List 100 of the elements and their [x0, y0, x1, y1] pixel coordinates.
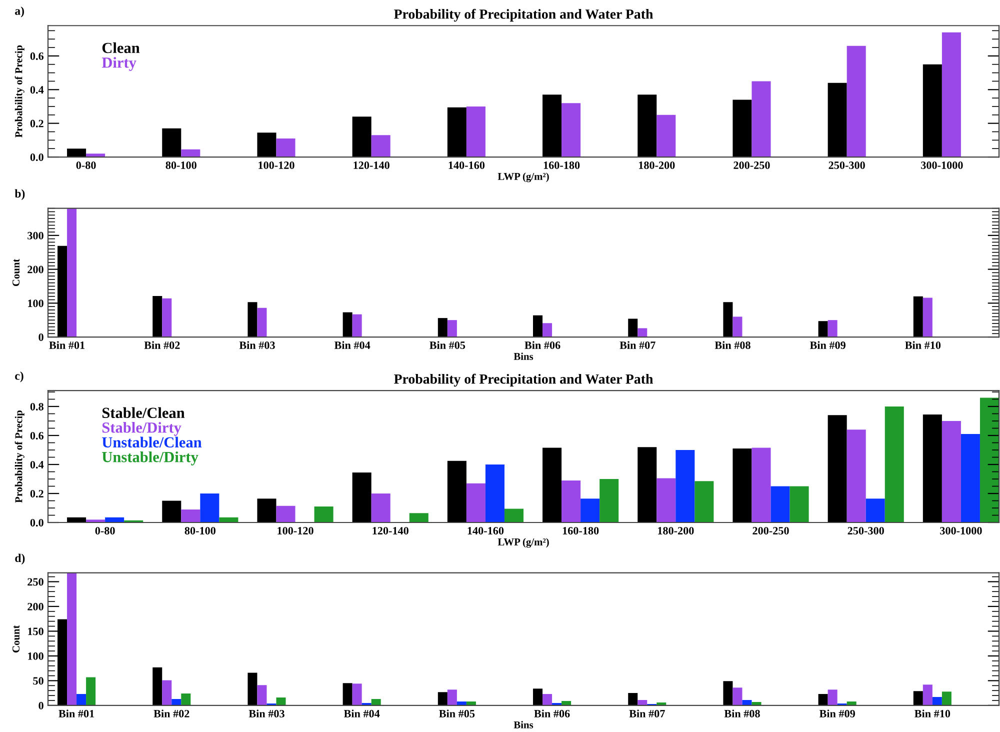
- bar: [600, 478, 619, 522]
- bar: [752, 448, 771, 522]
- x-tick-label: Bin #08: [714, 341, 750, 349]
- y-tick-label: 100: [28, 300, 44, 308]
- x-tick-label: 300-1000: [921, 162, 963, 169]
- bar: [409, 513, 428, 522]
- x-tick-label: Bin #08: [724, 710, 760, 718]
- x-tick-label: 200-250: [734, 162, 770, 169]
- bar: [276, 698, 286, 706]
- bar: [342, 312, 352, 338]
- bar: [922, 414, 942, 522]
- y-tick-label: 100: [28, 652, 44, 660]
- x-tick-label: 180-200: [639, 162, 675, 169]
- y-tick-label: 0: [38, 702, 44, 710]
- y-tick-label: 0.2: [30, 120, 44, 128]
- bar: [352, 472, 372, 522]
- bar: [200, 493, 220, 522]
- bar: [314, 506, 334, 522]
- bar: [86, 677, 96, 706]
- text: b): [14, 189, 25, 200]
- bar: [257, 308, 267, 338]
- y-tick-label: 0.6: [30, 52, 44, 60]
- bar: [152, 667, 162, 706]
- y-tick-label: 0.4: [30, 86, 44, 94]
- bar: [371, 698, 381, 706]
- bar: [866, 498, 885, 522]
- bar: [562, 700, 572, 706]
- bar: [342, 683, 352, 706]
- y-tick-label: 200: [28, 266, 44, 274]
- x-tick-label: Bin #10: [914, 710, 950, 718]
- bar: [257, 498, 276, 522]
- bar: [162, 500, 182, 522]
- bar: [466, 483, 486, 522]
- bar: [504, 508, 524, 522]
- bar: [485, 464, 504, 522]
- bar: [438, 318, 448, 338]
- bar: [181, 694, 191, 706]
- bar: [248, 302, 258, 338]
- bar: [676, 450, 695, 522]
- bar: [732, 100, 752, 158]
- bar: [922, 64, 942, 158]
- bar: [542, 448, 562, 522]
- bar: [628, 318, 638, 338]
- bar: [884, 406, 904, 522]
- x-tick-label: 120-140: [354, 162, 390, 169]
- x-tick-label: 0-80: [95, 526, 115, 534]
- x-tick-label: Bin #04: [344, 710, 380, 718]
- bar: [723, 681, 733, 706]
- bar: [932, 697, 942, 706]
- x-tick-label: Bin #07: [629, 710, 665, 718]
- bar: [542, 323, 552, 338]
- x-axis-title: LWP (g/m²): [498, 172, 549, 182]
- bar: [172, 698, 182, 706]
- y-tick-label: 0.2: [30, 490, 44, 498]
- x-tick-label: Bin #07: [620, 341, 656, 349]
- bar: [67, 572, 77, 706]
- x-tick-label: 100-120: [258, 162, 294, 169]
- bar: [276, 506, 296, 522]
- text: Clean: [102, 42, 140, 54]
- x-tick-label: 140-160: [468, 526, 504, 534]
- text: Dirty: [102, 57, 136, 71]
- bar: [942, 420, 961, 522]
- bar: [371, 493, 390, 522]
- bar: [162, 128, 182, 158]
- bar: [922, 684, 932, 706]
- bar: [922, 298, 932, 338]
- y-tick-label: 0.8: [30, 402, 44, 410]
- x-tick-label: Bin #05: [430, 341, 466, 349]
- x-tick-label: 180-200: [658, 526, 694, 534]
- y-axis-title: Probability of Precip: [14, 410, 24, 503]
- x-tick-label: Bin #04: [334, 341, 370, 349]
- bar: [152, 296, 162, 338]
- bar: [846, 430, 866, 522]
- x-tick-label: Bin #02: [154, 710, 190, 718]
- bar: [447, 690, 457, 706]
- bar: [162, 680, 172, 706]
- bar: [162, 298, 172, 338]
- bar: [447, 320, 457, 338]
- bar: [942, 692, 952, 706]
- bar: [542, 694, 552, 706]
- bar: [818, 321, 828, 338]
- x-tick-label: 0-80: [76, 162, 96, 169]
- bar: [656, 114, 676, 158]
- text: Stable/Clean: [102, 407, 185, 418]
- x-tick-label: 160-180: [562, 526, 599, 534]
- bar: [818, 694, 828, 706]
- text: Unstable/Clean: [102, 436, 202, 448]
- bar: [723, 302, 733, 338]
- bar: [580, 498, 600, 522]
- text: Stable/Dirty: [102, 422, 182, 436]
- text: Unstable/Dirty: [102, 451, 198, 466]
- bar: [752, 81, 771, 158]
- bar: [732, 688, 742, 706]
- bar: [960, 434, 980, 522]
- y-tick-label: 200: [28, 602, 44, 610]
- x-tick-label: Bin #02: [144, 341, 180, 349]
- x-tick-label: 200-250: [752, 526, 789, 534]
- bar: [352, 314, 362, 338]
- x-tick-label: 80-100: [184, 526, 216, 534]
- bar: [638, 447, 657, 522]
